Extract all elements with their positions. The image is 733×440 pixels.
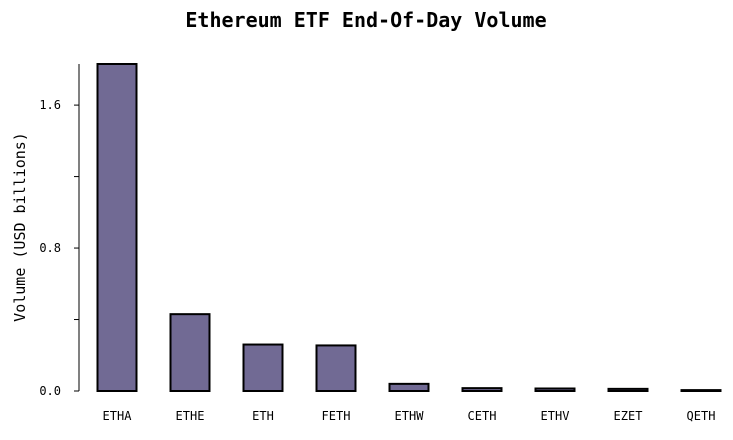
bar-etha: [96, 63, 138, 392]
chart-title: Ethereum ETF End-Of-Day Volume: [185, 8, 546, 32]
x-tick-label-ezet: EZET: [614, 409, 643, 423]
bar-ethw: [388, 382, 430, 392]
y-tick-label: 0.0: [39, 384, 61, 398]
x-tick-label-ethw: ETHW: [395, 409, 425, 423]
y-tick-label: 0.8: [39, 241, 61, 255]
bar-ethe: [169, 313, 211, 393]
bar-qeth: [680, 389, 722, 393]
x-tick-label-feth: FETH: [322, 409, 351, 423]
x-tick-label-ethe: ETHE: [176, 409, 205, 423]
bar-feth: [315, 344, 357, 392]
y-axis-label: Volume (USD billions): [11, 132, 29, 322]
x-axis-labels: ETHA ETHE ETH FETH ETHW CETH ETHV EZET QETH: [103, 409, 716, 423]
x-tick-label-ethv: ETHV: [541, 409, 570, 423]
bars: [96, 63, 722, 393]
bar-ezet: [607, 387, 649, 393]
x-tick-label-qeth: QETH: [687, 409, 716, 423]
bar-ethv: [534, 387, 576, 392]
bar-ceth: [461, 387, 503, 393]
x-tick-label-ceth: CETH: [468, 409, 497, 423]
y-tick-label: 1.6: [39, 98, 61, 112]
x-tick-label-eth: ETH: [252, 409, 274, 423]
bar-eth: [242, 343, 284, 392]
y-ticks: 0.0 0.8 1.6: [39, 98, 79, 398]
x-tick-label-etha: ETHA: [103, 409, 133, 423]
